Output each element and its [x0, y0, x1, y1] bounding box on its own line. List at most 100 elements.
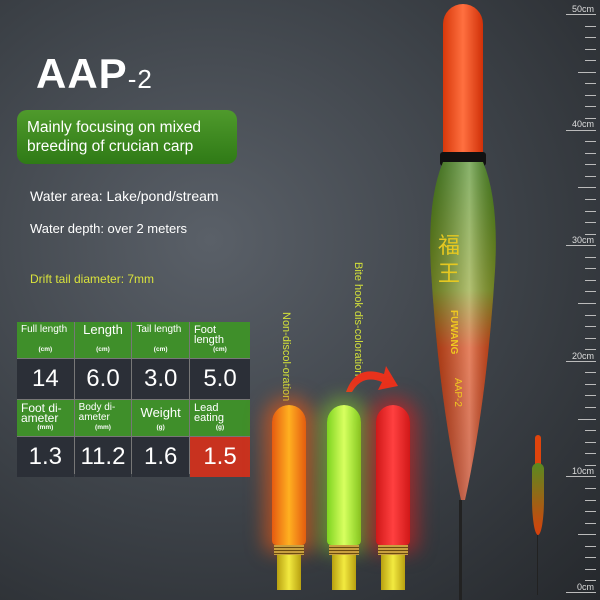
float-antenna — [443, 4, 483, 156]
float-stem — [459, 500, 462, 600]
ruler-tick — [585, 60, 596, 62]
ruler-tick — [578, 71, 596, 73]
ruler-tick — [585, 487, 596, 489]
spec-header: Weight (g) — [132, 400, 189, 436]
ruler-tick — [585, 94, 596, 96]
ruler-label: 0cm — [576, 582, 594, 592]
ruler-tick — [566, 360, 596, 362]
ruler-tick — [585, 430, 596, 432]
spec-value: 11.2 — [74, 437, 132, 477]
ruler-tick — [585, 395, 596, 397]
stick-band — [378, 545, 408, 555]
spec-value: 5.0 — [190, 359, 250, 399]
title-suffix: -2 — [127, 64, 153, 94]
ruler-label: 20cm — [571, 351, 594, 361]
drift-tail-diameter: Drift tail diameter: 7mm — [30, 272, 155, 286]
stick-base — [332, 555, 356, 590]
ruler-tick — [566, 245, 596, 247]
small-float-body — [532, 463, 544, 535]
ruler-tick — [585, 37, 596, 39]
stick-band — [274, 545, 304, 555]
ruler-label: 50cm — [571, 4, 594, 14]
ruler-tick — [585, 222, 596, 224]
ruler-tick — [585, 314, 596, 316]
spec-header: Tail length (cm) — [132, 322, 189, 358]
spec-value: 1.3 — [17, 437, 74, 477]
ruler-tick — [585, 337, 596, 339]
ruler-tick — [585, 545, 596, 547]
ruler-label: 10cm — [571, 466, 594, 476]
ruler-tick — [585, 152, 596, 154]
ruler-tick — [585, 383, 596, 385]
spec-header: Body di-ameter (mm) — [74, 400, 132, 436]
ruler-tick — [585, 557, 596, 559]
ruler-tick — [585, 83, 596, 85]
ruler-tick — [566, 14, 596, 15]
ruler-tick — [585, 441, 596, 443]
ruler-tick — [585, 499, 596, 501]
spec-header: Lead eating (g) — [190, 400, 250, 436]
spec-header: Foot di-ameter (mm) — [17, 400, 74, 436]
float-brand: FUWANG — [448, 310, 459, 355]
small-float-stem — [537, 535, 538, 595]
water-area: Water area: Lake/pond/stream — [30, 188, 219, 204]
ruler-tick — [585, 48, 596, 50]
ruler-tick — [578, 534, 596, 536]
stick-base — [381, 555, 405, 590]
ruler-tick — [566, 129, 596, 131]
ruler-tick — [585, 580, 596, 582]
ruler-tick — [585, 464, 596, 466]
float-model: AAP-2 — [452, 378, 463, 407]
ruler-tick — [566, 476, 596, 478]
spec-table: Full length (cm) Length (cm) Tail length (c… — [17, 322, 250, 477]
ruler-tick — [585, 568, 596, 570]
ruler-tick — [585, 164, 596, 166]
spec-value: 6.0 — [74, 359, 132, 399]
ruler-tick — [578, 303, 596, 304]
ruler-tick — [585, 511, 596, 513]
ruler-tick — [585, 25, 596, 27]
glow-stick-green — [327, 405, 361, 545]
model-title: AAP-2 — [36, 50, 153, 98]
purpose-banner: Mainly focusing on mixed breeding of cru… — [17, 110, 237, 164]
water-depth: Water depth: over 2 meters — [30, 221, 188, 236]
ruler — [560, 0, 600, 600]
spec-value: 3.0 — [132, 359, 189, 399]
ruler-tick — [585, 453, 596, 455]
small-float-antenna — [535, 435, 541, 465]
ruler-tick — [585, 210, 596, 212]
ruler-tick — [585, 106, 596, 108]
ruler-tick — [585, 268, 596, 270]
glow-stick-orange — [272, 405, 306, 545]
spec-value: 14 — [17, 359, 74, 399]
ruler-tick — [585, 372, 596, 374]
float-brand-cn: 福王 — [438, 233, 461, 286]
ruler-tick — [578, 418, 596, 420]
title-main: AAP — [36, 50, 128, 97]
ruler-label: 30cm — [571, 235, 594, 245]
non-discoloration-label: Non-discol-oration — [280, 312, 292, 402]
spec-header: Full length (cm) — [17, 322, 74, 358]
glow-stick-red — [376, 405, 410, 545]
spec-header: Length (cm) — [74, 322, 132, 358]
ruler-tick — [585, 141, 596, 143]
ruler-tick — [585, 349, 596, 351]
ruler-tick — [585, 522, 596, 524]
ruler-tick — [566, 592, 596, 593]
ruler-tick — [585, 407, 596, 409]
ruler-tick — [585, 279, 596, 281]
spec-header: Foot length (cm) — [190, 322, 250, 358]
spec-value: 1.6 — [132, 437, 189, 477]
arrow-icon — [346, 366, 398, 392]
ruler-tick — [585, 256, 596, 258]
ruler-tick — [585, 326, 596, 328]
ruler-tick — [585, 198, 596, 200]
stick-band — [329, 545, 359, 555]
ruler-tick — [585, 118, 596, 120]
bite-discoloration-label: Bite hook dis-coloration — [352, 262, 364, 377]
stick-base — [277, 555, 301, 590]
ruler-tick — [585, 233, 596, 235]
spec-value: 1.5 — [190, 437, 250, 477]
float-body — [430, 162, 496, 500]
